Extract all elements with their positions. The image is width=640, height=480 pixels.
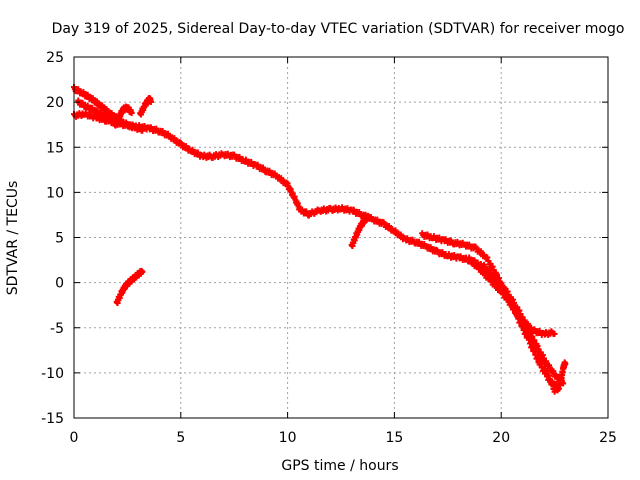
data-point xyxy=(534,355,541,362)
data-point xyxy=(543,358,550,365)
data-point xyxy=(504,288,511,295)
data-point xyxy=(523,322,530,329)
data-point xyxy=(489,263,496,270)
x-tick-label: 10 xyxy=(279,430,297,446)
data-point xyxy=(529,333,536,340)
data-point xyxy=(551,330,558,337)
y-tick-label: 15 xyxy=(46,140,64,156)
y-tick-label: 25 xyxy=(46,50,64,66)
y-axis-label: SDTVAR / TECUs xyxy=(5,181,21,296)
grid-lines xyxy=(74,57,608,418)
x-tick-label: 15 xyxy=(385,430,403,446)
y-tick-label: -5 xyxy=(50,321,64,337)
y-tick-label: -15 xyxy=(41,411,64,427)
data-point xyxy=(534,343,541,350)
chart-title: Day 319 of 2025, Sidereal Day-to-day VTE… xyxy=(52,21,625,37)
x-tick-label: 20 xyxy=(492,430,510,446)
data-point xyxy=(539,352,546,359)
data-point xyxy=(529,344,536,351)
x-tick-label: 5 xyxy=(176,430,185,446)
data-point xyxy=(147,98,154,105)
y-tick-label: 20 xyxy=(46,95,64,111)
data-point xyxy=(521,317,528,324)
data-point xyxy=(516,307,523,314)
data-point xyxy=(139,127,146,134)
data-point xyxy=(365,213,372,220)
data-point xyxy=(514,304,521,311)
data-point xyxy=(531,347,538,354)
data-points xyxy=(71,83,569,395)
data-point xyxy=(517,311,524,318)
data-point xyxy=(543,370,550,377)
data-point xyxy=(528,330,535,337)
x-tick-label: 25 xyxy=(599,430,617,446)
y-tick-label: 0 xyxy=(55,276,64,292)
data-point xyxy=(128,109,135,116)
data-point xyxy=(527,340,534,347)
x-axis-label: GPS time / hours xyxy=(281,458,398,474)
x-tick-label: 0 xyxy=(70,430,79,446)
data-point xyxy=(511,299,518,306)
y-tick-label: 5 xyxy=(55,231,64,247)
data-point xyxy=(509,296,516,303)
y-tick-label: 10 xyxy=(46,185,64,201)
data-point xyxy=(519,314,526,321)
data-point xyxy=(531,337,538,344)
data-point xyxy=(484,254,491,261)
data-point xyxy=(525,326,532,333)
data-point xyxy=(537,361,544,368)
axis-ticks: 0 5 10 15 20 25 -15 -10 -5 0 5 10 15 20 25 xyxy=(41,50,617,446)
data-point xyxy=(532,351,539,358)
data-point xyxy=(562,360,569,367)
y-tick-label: -10 xyxy=(41,366,64,382)
data-point xyxy=(139,268,146,275)
